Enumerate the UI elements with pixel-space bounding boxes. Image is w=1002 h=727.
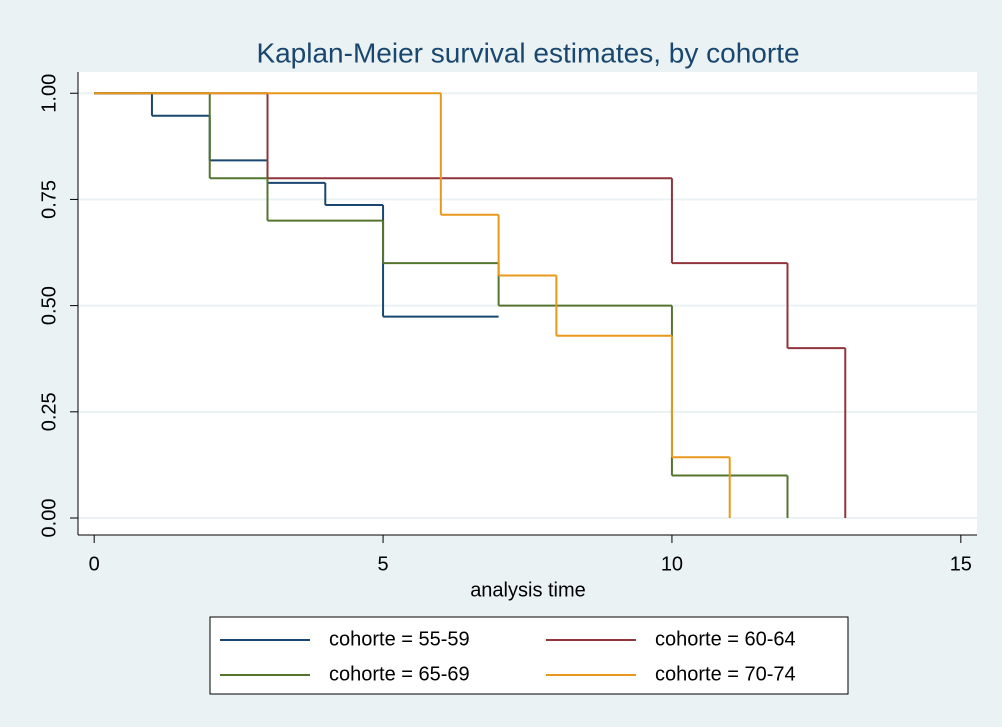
plot-area [78, 72, 977, 535]
legend-label: cohorte = 70-74 [655, 663, 796, 685]
x-tick-label: 5 [377, 553, 388, 575]
x-axis-label: analysis time [470, 579, 586, 601]
legend-label: cohorte = 55-59 [329, 628, 470, 650]
y-tick-label: 1.00 [38, 74, 60, 113]
y-tick-label: 0.25 [38, 392, 60, 431]
x-tick-label: 15 [950, 553, 972, 575]
y-tick-label: 0.50 [38, 286, 60, 325]
legend-label: cohorte = 60-64 [655, 628, 796, 650]
y-tick-label: 0.75 [38, 180, 60, 219]
y-tick-label: 0.00 [38, 499, 60, 538]
legend [209, 616, 849, 695]
x-tick-label: 0 [89, 553, 100, 575]
x-tick-label: 10 [661, 553, 683, 575]
legend-label: cohorte = 65-69 [329, 663, 470, 685]
chart-title: Kaplan-Meier survival estimates, by coho… [256, 37, 799, 68]
